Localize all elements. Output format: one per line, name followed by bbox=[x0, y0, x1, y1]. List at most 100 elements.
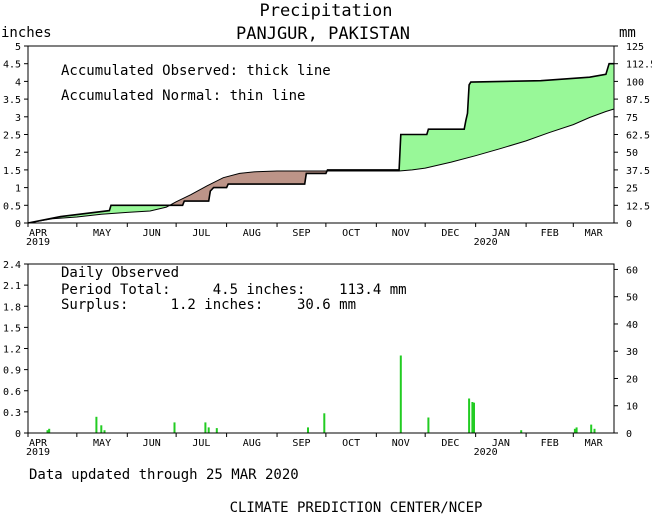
deficit-fill-segment bbox=[227, 176, 229, 185]
deficit-fill-segment bbox=[172, 203, 175, 206]
surplus-fill-segment bbox=[551, 79, 553, 132]
y-tick-label-left: 3.5 bbox=[3, 95, 21, 106]
deficit-fill-segment bbox=[308, 170, 310, 174]
daily-bar bbox=[215, 428, 218, 433]
surplus-fill-segment bbox=[148, 205, 150, 212]
deficit-fill-segment bbox=[238, 173, 241, 185]
surplus-fill-segment bbox=[402, 134, 404, 171]
deficit-fill-segment bbox=[216, 181, 218, 188]
x-year-label: 2019 bbox=[26, 447, 50, 458]
surplus-fill-segment bbox=[452, 129, 455, 162]
surplus-fill-segment bbox=[412, 134, 415, 170]
surplus-fill-segment bbox=[405, 134, 407, 171]
deficit-fill-segment bbox=[217, 180, 219, 188]
surplus-fill-segment bbox=[90, 212, 92, 216]
surplus-fill-segment bbox=[75, 214, 77, 218]
y-tick-label-right: 20 bbox=[626, 374, 638, 385]
daily-bar bbox=[173, 422, 176, 433]
deficit-fill-segment bbox=[223, 177, 225, 188]
x-month-label: FEB bbox=[541, 228, 559, 239]
deficit-fill-segment bbox=[249, 172, 251, 185]
deficit-fill-segment bbox=[209, 184, 211, 194]
surplus-fill-segment bbox=[439, 129, 442, 165]
surplus-fill-segment bbox=[517, 81, 519, 144]
surplus-fill-segment bbox=[478, 81, 481, 155]
surplus-fill-segment bbox=[581, 77, 583, 121]
surplus-fill-segment bbox=[76, 214, 79, 217]
surplus-fill-segment bbox=[516, 81, 518, 144]
surplus-fill-segment bbox=[107, 210, 109, 214]
y-tick-label-left: 0.3 bbox=[3, 408, 21, 419]
deficit-fill-segment bbox=[303, 170, 306, 185]
y-tick-label-left: 0 bbox=[15, 219, 21, 230]
y-tick-label-left: 0.9 bbox=[3, 366, 21, 377]
surplus-fill-segment bbox=[428, 129, 430, 168]
surplus-fill-segment bbox=[603, 74, 605, 113]
surplus-fill-segment bbox=[490, 81, 492, 152]
surplus-fill-segment bbox=[404, 134, 406, 171]
x-month-label: MAY bbox=[93, 228, 111, 239]
deficit-fill-segment bbox=[264, 171, 266, 185]
surplus-fill-segment bbox=[140, 205, 142, 212]
surplus-fill-segment bbox=[123, 205, 125, 213]
surplus-fill-segment bbox=[68, 215, 70, 218]
surplus-fill-segment bbox=[132, 205, 135, 212]
surplus-fill-segment bbox=[419, 134, 421, 169]
surplus-fill-segment bbox=[153, 205, 155, 211]
daily-bar bbox=[427, 417, 430, 433]
surplus-fill-segment bbox=[567, 78, 569, 127]
deficit-fill-segment bbox=[291, 170, 293, 185]
deficit-fill-segment bbox=[292, 170, 294, 185]
surplus-fill-segment bbox=[527, 80, 529, 141]
y-tick-label-right: 125 bbox=[626, 42, 644, 53]
y-tick-label-right: 0 bbox=[626, 429, 632, 440]
y-tick-label-left: 1.5 bbox=[3, 166, 21, 177]
deficit-fill-segment bbox=[206, 186, 208, 202]
surplus-fill-segment bbox=[571, 78, 573, 125]
deficit-fill-segment bbox=[235, 174, 237, 185]
surplus-fill-segment bbox=[507, 81, 509, 147]
deficit-fill-segment bbox=[267, 171, 269, 185]
surplus-fill-segment bbox=[164, 205, 166, 208]
x-month-label: NOV bbox=[392, 228, 410, 239]
surplus-fill-segment bbox=[468, 92, 470, 158]
deficit-fill-segment bbox=[250, 172, 252, 185]
deficit-fill-segment bbox=[192, 193, 194, 202]
y-tick-label-left: 2.1 bbox=[3, 281, 21, 292]
surplus-fill-segment bbox=[95, 212, 97, 215]
deficit-fill-segment bbox=[174, 202, 176, 206]
surplus-fill-segment bbox=[401, 134, 403, 171]
surplus-fill-segment bbox=[596, 75, 598, 115]
surplus-fill-segment bbox=[574, 78, 577, 124]
deficit-fill-segment bbox=[213, 182, 215, 188]
deficit-fill-segment bbox=[307, 170, 309, 174]
surplus-fill-segment bbox=[144, 205, 146, 212]
deficit-fill-segment bbox=[295, 170, 297, 185]
surplus-fill-segment bbox=[552, 79, 555, 132]
y-tick-label-left: 2.5 bbox=[3, 131, 21, 142]
surplus-fill-segment bbox=[426, 133, 429, 168]
deficit-fill-segment bbox=[256, 171, 258, 185]
deficit-fill-segment bbox=[296, 170, 298, 185]
deficit-fill-segment bbox=[208, 184, 210, 199]
chart-subtitle: PANJGUR, PAKISTAN bbox=[236, 24, 410, 44]
deficit-fill-segment bbox=[280, 170, 282, 185]
surplus-fill-segment bbox=[430, 129, 432, 167]
surplus-fill-segment bbox=[458, 129, 460, 161]
surplus-fill-segment bbox=[456, 129, 458, 161]
surplus-fill-segment bbox=[544, 80, 547, 135]
surplus-fill-segment bbox=[473, 82, 475, 157]
surplus-fill-segment bbox=[434, 129, 436, 166]
deficit-fill-segment bbox=[222, 177, 224, 188]
surplus-fill-segment bbox=[128, 205, 131, 213]
surplus-fill-segment bbox=[558, 79, 560, 130]
deficit-fill-segment bbox=[278, 170, 280, 185]
y-tick-label-left: 0.6 bbox=[3, 387, 21, 398]
surplus-fill-segment bbox=[562, 79, 564, 128]
x-month-label: APR bbox=[29, 228, 48, 239]
surplus-fill-segment bbox=[568, 78, 570, 127]
surplus-fill-segment bbox=[84, 213, 87, 216]
surplus-fill-segment bbox=[521, 81, 523, 143]
x-month-label: JAN bbox=[492, 228, 510, 239]
deficit-fill-segment bbox=[219, 179, 221, 188]
